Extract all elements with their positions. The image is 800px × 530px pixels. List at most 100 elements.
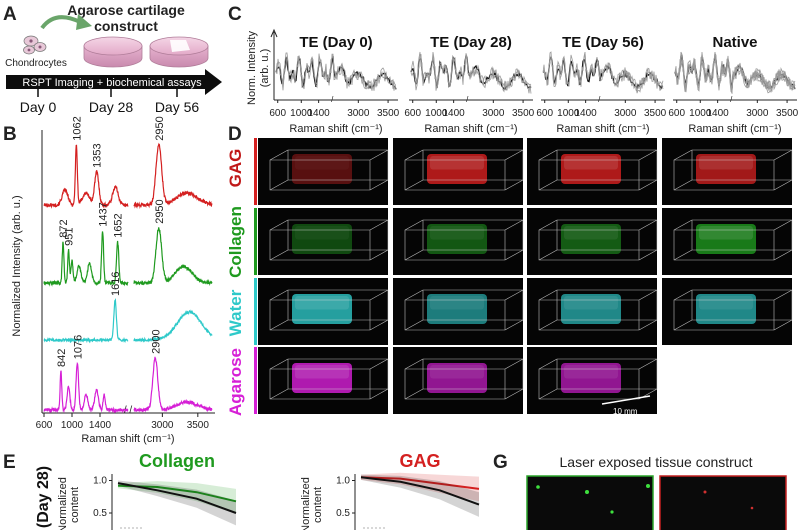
cell-dot [536,485,540,489]
row-color-bar [254,278,257,345]
subplot-title: TE (Day 28) [430,34,512,51]
x-tick-label: 3500 [776,108,799,119]
volume-render-gag [662,138,793,205]
cell-dot [703,490,707,494]
subplot-xlabel: Raman shift (cm⁻¹) [289,123,382,135]
panel-b-label: B [3,124,17,145]
spectrum-trace [674,51,796,94]
y-tick-label: 1.0 [93,476,107,487]
day-label-28: Day 28 [89,99,134,115]
subplot-title: TE (Day 0) [299,34,372,51]
cell-dot [750,506,754,510]
x-tick-label: 1000 [557,108,580,119]
y-tick-label: 1.0 [336,476,350,487]
y-tick-label: 0.5 [93,508,107,519]
volume-highlight [295,156,349,170]
subplot-title: Collagen [139,451,215,471]
panel-g-title: Laser exposed tissue construct [560,454,753,470]
wireframe-box [538,219,658,261]
wireframe-box [404,358,524,400]
construct-dish-day0 [83,36,143,68]
y-label: Normalized [300,477,312,530]
volume-highlight [430,296,484,310]
x-tick-label: 1400 [707,108,730,119]
panel-a: A Agarose cartilage construct Chondrocyt… [3,2,222,115]
y-axis-arrow [270,28,278,38]
scale-bar-label: 10 mm [613,407,638,416]
x-tick-label: 3500 [187,420,210,431]
x-tick-label: 1400 [575,108,598,119]
wireframe-box [673,149,793,191]
peak-label: 1062 [71,116,83,140]
subplot-xlabel: Raman shift (cm⁻¹) [688,123,781,135]
volume-blob [561,154,621,184]
spectrum-water [43,298,129,344]
volume-highlight [699,296,753,310]
panel-b-ticks: 600 1000 1400 3000 3500 [36,413,210,431]
subplot-title: Native [712,34,757,51]
panel-a-label: A [3,4,17,25]
panel-e-row-label: (Day 28) [35,466,52,528]
x-tick-label: 600 [36,420,53,431]
volume-highlight [430,365,484,379]
row-color-bar [254,138,257,205]
volume-render-water [258,278,389,345]
series-line-red [360,476,480,490]
panel-d-grid [254,138,793,414]
axis-break: / [598,95,601,104]
spectrum-water [133,309,213,343]
confidence-band [118,480,236,526]
volume-render-water [393,278,524,345]
volume-blob [292,224,352,254]
panel-b-ylabel: Normalized Intensity (arb. u.) [11,195,23,336]
x-tick-label: 600 [536,108,553,119]
seeding-arrow [40,15,81,30]
wireframe-box [673,289,793,331]
wireframe-box [538,289,658,331]
volume-render-collagen [662,208,793,275]
volume-render-collagen [258,208,389,275]
volume-render-water [527,278,658,345]
y-label: content [69,487,81,523]
x-tick-label: 3500 [644,108,667,119]
subplot-xlabel: Raman shift (cm⁻¹) [556,123,649,135]
line-subplot: GAG Normalized content 1.0 0.5 [300,451,480,530]
spectrum-agarose [43,361,129,414]
panel-d-label: D [228,124,242,145]
peak-label: 2900 [150,329,162,353]
laser-image-red [659,475,787,530]
timeline-arrow [6,69,222,95]
row-label-agarose: Agarose [226,348,245,416]
volume-blob [292,363,352,393]
volume-blob [696,224,756,254]
volume-blob [427,154,487,184]
panel-g: G Laser exposed tissue construct [493,452,787,530]
volume-blob [427,363,487,393]
panel-d: D GAG Collagen Water Agarose 10 mm [226,124,793,416]
volume-blob [292,294,352,324]
x-tick-label: 1400 [443,108,466,119]
wireframe-box [538,149,658,191]
panel-c-ylabel-line2: (arb. u.) [259,49,271,88]
confidence-band [361,474,479,517]
x-tick-label: 600 [269,108,286,119]
volume-highlight [430,226,484,240]
wireframe-box [404,219,524,261]
volume-highlight [699,156,753,170]
cell-dot [585,490,589,494]
day-label-56: Day 56 [155,99,200,115]
image-background [258,138,388,205]
volume-blob [561,363,621,393]
row-label-water: Water [226,289,245,336]
volume-highlight [564,156,618,170]
series-line-black [360,476,480,506]
x-tick-label: 3000 [347,108,370,119]
panel-b: B Normalized Intensity (arb. u.) / / 600… [3,116,215,445]
volume-highlight [564,365,618,379]
spectrum-trace [542,52,664,94]
volume-render-agarose [393,347,524,414]
